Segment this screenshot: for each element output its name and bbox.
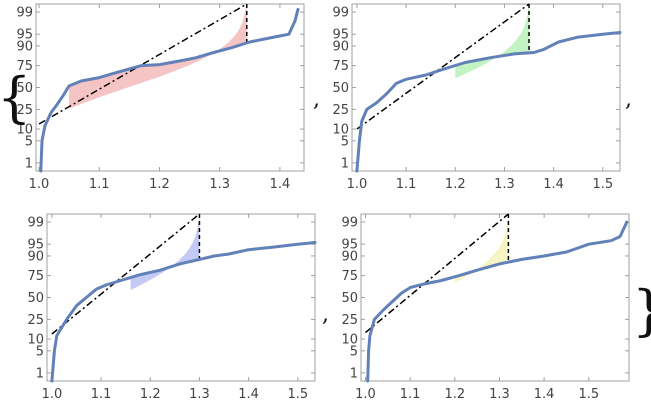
x-tick-label: 1.4 [543, 177, 564, 192]
x-tick-label: 1.4 [270, 177, 291, 192]
comma-separator: , [313, 87, 320, 112]
y-tick-label: 10 [341, 333, 358, 348]
y-tick-label: 1 [25, 156, 33, 171]
y-tick-label: 75 [332, 59, 349, 74]
y-tick-label: 95 [27, 238, 44, 253]
y-tick-label: 25 [27, 313, 44, 328]
x-tick-label: 1.3 [209, 177, 230, 192]
x-tick-label: 1.1 [91, 387, 112, 402]
y-tick-label: 90 [16, 39, 33, 54]
x-tick-label: 1.3 [494, 177, 515, 192]
x-tick-label: 1.2 [140, 387, 161, 402]
y-tick-label: 99 [341, 216, 358, 231]
comma-separator: , [625, 87, 632, 112]
y-tick-label: 75 [27, 269, 44, 284]
y-tick-label: 25 [341, 313, 358, 328]
x-tick-label: 1.2 [149, 177, 170, 192]
y-tick-label: 75 [16, 59, 33, 74]
y-tick-label: 95 [16, 28, 33, 43]
shaded-area [454, 214, 509, 283]
x-tick-label: 1.0 [355, 387, 376, 402]
x-tick-label: 1.5 [287, 387, 308, 402]
y-tick-label: 10 [16, 123, 33, 138]
shaded-area [130, 214, 200, 290]
y-tick-label: 75 [341, 269, 358, 284]
y-tick-label: 10 [27, 333, 44, 348]
plot-frame [360, 213, 630, 382]
y-tick-label: 99 [27, 216, 44, 231]
x-tick-label: 1.0 [29, 177, 50, 192]
x-tick-label: 1.5 [578, 387, 599, 402]
x-tick-label: 1.5 [592, 177, 613, 192]
x-tick-label: 1.1 [89, 177, 110, 192]
x-tick-label: 1.3 [189, 387, 210, 402]
y-tick-label: 90 [341, 249, 358, 264]
y-tick-label: 99 [16, 6, 33, 21]
shaded-area [69, 4, 247, 109]
series-line [39, 7, 300, 173]
open-brace: { [0, 66, 31, 129]
y-tick-label: 95 [332, 28, 349, 43]
x-tick-label: 1.3 [489, 387, 510, 402]
y-tick-label: 5 [36, 344, 44, 359]
reference-line [51, 213, 200, 335]
series-line [50, 241, 317, 383]
y-tick-label: 25 [16, 103, 33, 118]
y-tick-label: 1 [36, 366, 44, 381]
shaded-area [455, 4, 529, 79]
x-tick-label: 1.1 [396, 177, 417, 192]
y-tick-label: 90 [332, 39, 349, 54]
y-tick-label: 90 [27, 249, 44, 264]
reference-line [38, 3, 248, 125]
x-tick-label: 1.4 [534, 387, 555, 402]
reference-line [356, 3, 530, 130]
x-tick-label: 1.4 [238, 387, 259, 402]
y-tick-label: 1 [341, 156, 349, 171]
y-tick-label: 25 [332, 103, 349, 118]
y-tick-label: 50 [16, 81, 33, 96]
y-tick-label: 50 [27, 291, 44, 306]
y-tick-label: 1 [350, 366, 358, 381]
y-tick-label: 5 [350, 344, 358, 359]
x-tick-label: 1.0 [347, 177, 368, 192]
y-tick-label: 99 [332, 6, 349, 21]
series-line [355, 31, 622, 173]
y-tick-label: 95 [341, 238, 358, 253]
y-tick-label: 5 [25, 134, 33, 149]
y-tick-label: 10 [332, 123, 349, 138]
y-tick-label: 50 [341, 291, 358, 306]
close-brace: } [632, 279, 651, 342]
series-line [366, 220, 629, 383]
y-tick-label: 50 [332, 81, 349, 96]
reference-line [364, 213, 509, 334]
x-tick-label: 1.2 [444, 387, 465, 402]
y-tick-label: 5 [341, 134, 349, 149]
x-tick-label: 1.1 [400, 387, 421, 402]
x-tick-label: 1.0 [42, 387, 63, 402]
x-tick-label: 1.2 [445, 177, 466, 192]
comma-separator: , [322, 302, 329, 327]
